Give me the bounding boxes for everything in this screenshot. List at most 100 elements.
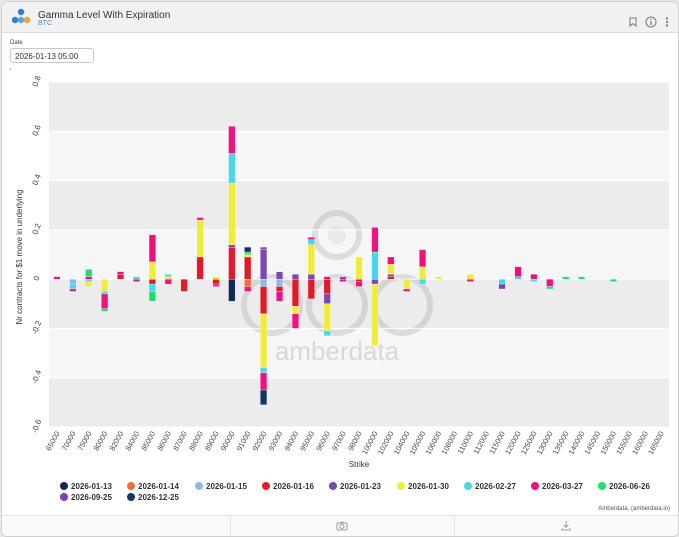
bar-segment[interactable] <box>196 217 204 221</box>
info-icon[interactable] <box>645 16 657 28</box>
more-vertical-icon[interactable] <box>664 16 670 28</box>
bar-segment[interactable] <box>164 276 172 280</box>
bar-segment[interactable] <box>371 283 379 346</box>
bar-segment[interactable] <box>323 276 331 280</box>
legend-item[interactable]: 2026-12-25 <box>127 493 179 502</box>
bar-segment[interactable] <box>85 276 93 280</box>
bar-segment[interactable] <box>228 244 236 248</box>
legend-item[interactable]: 2026-01-14 <box>127 482 179 491</box>
bar-segment[interactable] <box>355 278 363 282</box>
bar-segment[interactable] <box>228 153 236 184</box>
bar-segment[interactable] <box>260 286 268 314</box>
bar-segment[interactable] <box>260 278 268 287</box>
bar-segment[interactable] <box>260 249 268 280</box>
bar-segment[interactable] <box>276 271 283 280</box>
bar-segment[interactable] <box>85 281 93 287</box>
bar-segment[interactable] <box>307 278 315 300</box>
bar-segment[interactable] <box>546 278 554 287</box>
bar-segment[interactable] <box>69 278 77 285</box>
bookmark-icon[interactable] <box>628 17 638 27</box>
bar-segment[interactable] <box>514 266 522 277</box>
bar-segment[interactable] <box>355 256 363 280</box>
bar-segment[interactable] <box>323 330 331 336</box>
bar-segment[interactable] <box>53 276 61 280</box>
legend-item[interactable]: 2026-03-27 <box>531 482 583 491</box>
legend-item[interactable]: 2026-01-15 <box>195 482 247 491</box>
bar-segment[interactable] <box>498 283 506 290</box>
bar-segment[interactable] <box>164 278 172 285</box>
bar-segment[interactable] <box>101 293 109 309</box>
bar-segment[interactable] <box>291 313 299 329</box>
bar-segment[interactable] <box>355 281 363 287</box>
bar-segment[interactable] <box>244 256 252 280</box>
bar-segment[interactable] <box>609 278 617 282</box>
bar-segment[interactable] <box>498 278 506 285</box>
camera-icon[interactable] <box>336 521 348 531</box>
bar-segment[interactable] <box>276 286 283 292</box>
legend-item[interactable]: 2026-01-13 <box>60 482 112 491</box>
bar-segment[interactable] <box>291 306 299 314</box>
bar-segment[interactable] <box>307 244 315 275</box>
bar-segment[interactable] <box>180 278 188 292</box>
bar-segment[interactable] <box>228 182 236 245</box>
bar-segment[interactable] <box>244 251 252 255</box>
bar-segment[interactable] <box>307 274 315 280</box>
bar-segment[interactable] <box>323 278 331 295</box>
bar-segment[interactable] <box>69 288 77 292</box>
bar-segment[interactable] <box>260 389 268 405</box>
bar-segment[interactable] <box>403 288 411 292</box>
legend-item[interactable]: 2026-06-26 <box>598 482 650 491</box>
bar-segment[interactable] <box>387 276 395 280</box>
bar-segment[interactable] <box>228 278 236 302</box>
bar-segment[interactable] <box>260 313 268 369</box>
bar-segment[interactable] <box>132 276 140 280</box>
bar-segment[interactable] <box>196 219 204 258</box>
bar-segment[interactable] <box>276 291 283 302</box>
bar-segment[interactable] <box>419 278 427 285</box>
bar-segment[interactable] <box>244 286 252 292</box>
bar-segment[interactable] <box>85 278 93 282</box>
bar-segment[interactable] <box>578 276 586 280</box>
bar-segment[interactable] <box>85 269 93 277</box>
bar-segment[interactable] <box>435 276 442 280</box>
bar-segment[interactable] <box>419 266 427 280</box>
bar-segment[interactable] <box>244 246 252 253</box>
bar-segment[interactable] <box>212 283 220 287</box>
bar-segment[interactable] <box>387 256 395 265</box>
bar-segment[interactable] <box>101 278 109 292</box>
bar-segment[interactable] <box>132 278 140 282</box>
bar-segment[interactable] <box>244 254 252 258</box>
bar-segment[interactable] <box>323 303 331 332</box>
collapse-toggle-icon[interactable]: › <box>9 67 11 73</box>
bar-segment[interactable] <box>228 246 236 280</box>
bar-segment[interactable] <box>212 276 220 280</box>
bar-segment[interactable] <box>212 278 220 285</box>
bar-segment[interactable] <box>69 283 77 290</box>
bar-segment[interactable] <box>244 278 252 287</box>
legend-item[interactable]: 2026-01-23 <box>329 482 381 491</box>
bar-segment[interactable] <box>387 274 395 277</box>
bar-segment[interactable] <box>371 251 379 280</box>
bar-segment[interactable] <box>387 264 395 275</box>
bar-segment[interactable] <box>291 278 299 307</box>
bar-segment[interactable] <box>307 237 315 240</box>
bar-segment[interactable] <box>148 291 156 302</box>
bar-segment[interactable] <box>371 227 379 253</box>
bar-segment[interactable] <box>419 249 427 267</box>
bar-segment[interactable] <box>323 293 331 304</box>
bar-segment[interactable] <box>546 286 554 290</box>
bar-segment[interactable] <box>260 246 268 250</box>
bar-segment[interactable] <box>291 274 299 280</box>
bar-segment[interactable] <box>260 367 268 373</box>
bar-segment[interactable] <box>339 276 347 280</box>
bar-segment[interactable] <box>371 278 379 285</box>
legend-item[interactable]: 2026-01-30 <box>397 482 449 491</box>
bar-segment[interactable] <box>148 261 156 280</box>
bar-segment[interactable] <box>276 278 283 287</box>
bar-segment[interactable] <box>562 276 570 280</box>
download-icon[interactable] <box>561 520 571 531</box>
bar-segment[interactable] <box>117 274 124 280</box>
bar-segment[interactable] <box>148 283 156 292</box>
bar-segment[interactable] <box>101 308 109 312</box>
bar-segment[interactable] <box>530 274 538 280</box>
